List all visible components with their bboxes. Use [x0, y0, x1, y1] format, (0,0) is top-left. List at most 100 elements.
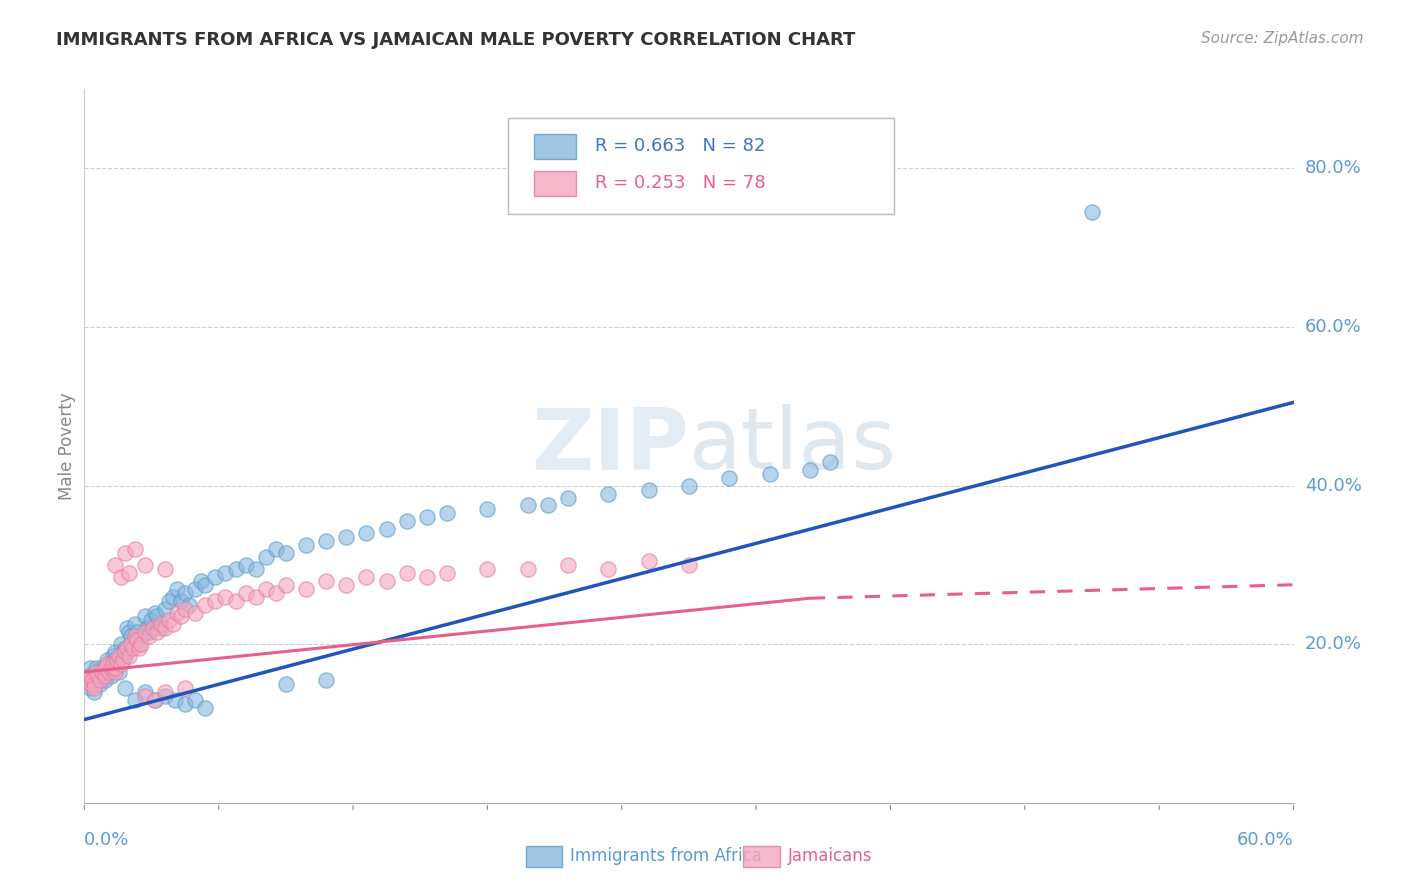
Point: [146, 609, 169, 624]
Point: [436, 566, 458, 580]
Point: [139, 614, 162, 628]
Point: [93, 673, 115, 687]
Point: [89, 669, 111, 683]
Point: [93, 665, 115, 679]
Point: [107, 649, 129, 664]
Text: Immigrants from Africa: Immigrants from Africa: [571, 847, 762, 864]
Point: [83, 677, 105, 691]
Text: 40.0%: 40.0%: [1305, 476, 1361, 495]
Point: [115, 641, 138, 656]
Point: [818, 455, 841, 469]
Point: [100, 661, 122, 675]
Point: [174, 601, 197, 615]
Point: [637, 554, 659, 568]
Point: [153, 685, 176, 699]
Point: [179, 598, 201, 612]
Point: [100, 669, 122, 683]
Point: [557, 558, 579, 572]
FancyBboxPatch shape: [526, 846, 562, 867]
Point: [121, 637, 143, 651]
FancyBboxPatch shape: [744, 846, 780, 867]
Point: [184, 606, 207, 620]
Point: [104, 558, 127, 572]
Point: [165, 692, 187, 706]
Point: [93, 661, 115, 675]
Point: [274, 677, 297, 691]
Point: [264, 585, 287, 599]
Point: [120, 629, 142, 643]
Point: [157, 614, 180, 628]
Point: [124, 692, 146, 706]
Point: [82, 669, 104, 683]
Point: [194, 700, 217, 714]
Point: [110, 570, 132, 584]
Point: [143, 692, 166, 706]
Text: R = 0.663   N = 82: R = 0.663 N = 82: [595, 137, 765, 155]
Text: IMMIGRANTS FROM AFRICA VS JAMAICAN MALE POVERTY CORRELATION CHART: IMMIGRANTS FROM AFRICA VS JAMAICAN MALE …: [56, 31, 856, 49]
Point: [134, 609, 156, 624]
Point: [86, 661, 108, 675]
Point: [79, 661, 101, 675]
Point: [315, 534, 337, 549]
Point: [124, 542, 146, 557]
Text: 80.0%: 80.0%: [1305, 160, 1361, 178]
Point: [114, 649, 136, 664]
Point: [142, 621, 165, 635]
Point: [315, 574, 337, 588]
Point: [799, 463, 821, 477]
Point: [79, 677, 101, 691]
Text: 60.0%: 60.0%: [1305, 318, 1361, 336]
Point: [114, 641, 136, 656]
Point: [184, 582, 207, 596]
Point: [138, 629, 160, 643]
Point: [1081, 205, 1104, 219]
Point: [153, 689, 176, 703]
Point: [153, 621, 176, 635]
Point: [105, 657, 128, 671]
Point: [115, 621, 138, 635]
Point: [162, 617, 184, 632]
Point: [166, 582, 188, 596]
Point: [295, 538, 318, 552]
Point: [170, 609, 193, 624]
Point: [174, 681, 197, 695]
Point: [110, 637, 132, 651]
Point: [104, 665, 127, 679]
Point: [104, 653, 127, 667]
Point: [91, 661, 114, 675]
Text: ZIP: ZIP: [531, 404, 689, 488]
Text: 20.0%: 20.0%: [1305, 635, 1361, 653]
Point: [718, 471, 741, 485]
Point: [264, 542, 287, 557]
Point: [245, 590, 267, 604]
Text: 0.0%: 0.0%: [84, 830, 129, 848]
Point: [194, 598, 217, 612]
Point: [125, 625, 148, 640]
Point: [125, 633, 148, 648]
Point: [134, 685, 156, 699]
Point: [97, 657, 120, 671]
Point: [96, 657, 118, 671]
Point: [335, 578, 357, 592]
Point: [118, 649, 141, 664]
Point: [89, 673, 111, 687]
Point: [143, 692, 166, 706]
Point: [96, 653, 118, 667]
Point: [100, 661, 122, 675]
Point: [83, 681, 105, 695]
Point: [637, 483, 659, 497]
Point: [214, 590, 236, 604]
Point: [110, 657, 132, 671]
Point: [101, 649, 124, 664]
Point: [128, 641, 150, 656]
Point: [254, 549, 277, 564]
Point: [436, 507, 458, 521]
Point: [375, 522, 398, 536]
Point: [598, 486, 620, 500]
Point: [104, 645, 127, 659]
Point: [678, 478, 700, 492]
Point: [134, 558, 156, 572]
Point: [77, 669, 100, 683]
Point: [75, 673, 97, 687]
FancyBboxPatch shape: [508, 118, 894, 214]
